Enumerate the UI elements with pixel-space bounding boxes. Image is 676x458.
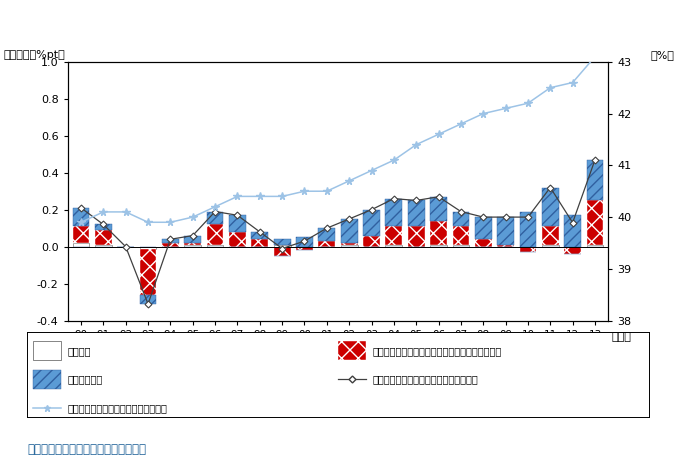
- Bar: [520, 247, 536, 252]
- Bar: [72, 226, 89, 243]
- Bar: [498, 245, 514, 247]
- Text: 就業者数に占める女性の割合（前年差）: 就業者数に占める女性の割合（前年差）: [372, 375, 478, 385]
- Bar: [185, 243, 201, 245]
- Text: 図表2：就業者数に占める女性の割合の変化の要因分解: 図表2：就業者数に占める女性の割合の変化の要因分解: [8, 17, 219, 31]
- Bar: [564, 215, 581, 247]
- Bar: [95, 245, 112, 247]
- Bar: [229, 215, 246, 232]
- Bar: [452, 212, 469, 226]
- Bar: [430, 197, 447, 221]
- Bar: [72, 243, 89, 247]
- Text: （%）: （%）: [651, 49, 675, 60]
- Bar: [408, 226, 425, 247]
- Bar: [251, 239, 268, 247]
- Bar: [452, 226, 469, 245]
- Bar: [162, 243, 178, 247]
- Bar: [162, 239, 178, 243]
- Bar: [318, 228, 335, 241]
- Bar: [185, 235, 201, 243]
- Text: 近似誤差: 近似誤差: [68, 346, 91, 356]
- Bar: [251, 232, 268, 239]
- Bar: [318, 241, 335, 247]
- Bar: [385, 245, 402, 247]
- Bar: [207, 245, 224, 247]
- Bar: [520, 212, 536, 247]
- Bar: [95, 224, 112, 230]
- Bar: [498, 217, 514, 245]
- Bar: [72, 208, 89, 226]
- Bar: [430, 245, 447, 247]
- Bar: [430, 221, 447, 245]
- Text: （出所）総務省統計より大和総研作成: （出所）総務省統計より大和総研作成: [27, 443, 146, 456]
- Text: 産業構造要因: 産業構造要因: [68, 375, 103, 385]
- Text: （年）: （年）: [612, 332, 631, 342]
- Text: 個別業種における就業者数に占める女性割合要因: 個別業種における就業者数に占める女性割合要因: [372, 346, 502, 356]
- Text: 就業者数に占める女性の割合（右軸）: 就業者数に占める女性の割合（右軸）: [68, 403, 168, 413]
- Bar: [296, 247, 313, 251]
- Bar: [452, 245, 469, 247]
- Bar: [33, 341, 62, 360]
- Bar: [95, 230, 112, 245]
- Bar: [33, 370, 62, 389]
- Bar: [587, 201, 604, 245]
- Bar: [296, 237, 313, 247]
- Bar: [140, 247, 156, 249]
- Bar: [475, 217, 491, 239]
- Bar: [140, 249, 156, 295]
- Bar: [140, 295, 156, 304]
- Bar: [587, 245, 604, 247]
- Bar: [363, 235, 380, 247]
- Bar: [341, 243, 358, 245]
- Bar: [385, 199, 402, 226]
- Bar: [587, 160, 604, 201]
- Bar: [338, 341, 366, 360]
- Bar: [207, 224, 224, 245]
- Bar: [207, 212, 224, 224]
- Bar: [408, 201, 425, 226]
- Bar: [363, 210, 380, 235]
- Bar: [542, 226, 558, 245]
- Bar: [341, 219, 358, 243]
- Text: （前年差、%pt）: （前年差、%pt）: [3, 49, 65, 60]
- Bar: [475, 239, 491, 247]
- Bar: [274, 247, 291, 256]
- Bar: [542, 187, 558, 226]
- Bar: [274, 245, 291, 247]
- Bar: [341, 245, 358, 247]
- Bar: [185, 245, 201, 247]
- Bar: [385, 226, 402, 245]
- Bar: [229, 232, 246, 247]
- Bar: [274, 239, 291, 245]
- Bar: [564, 247, 581, 254]
- Bar: [542, 245, 558, 247]
